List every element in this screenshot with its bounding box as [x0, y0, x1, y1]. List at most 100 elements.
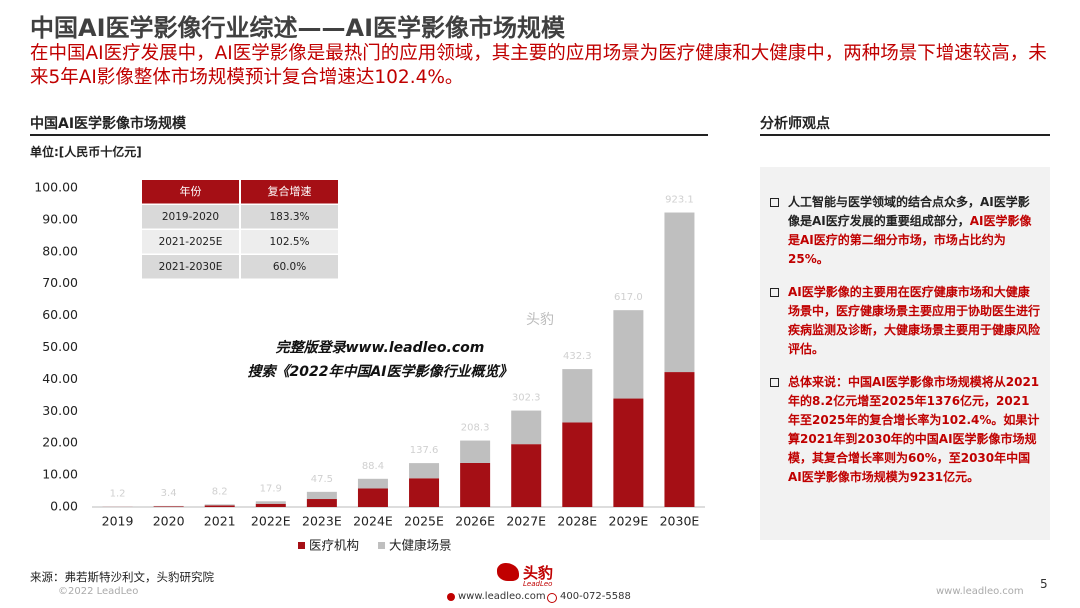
web-icon — [447, 593, 455, 601]
bar — [562, 369, 593, 423]
analysis-title: 分析师观点 — [760, 116, 830, 132]
x-tick-label: 2021 — [204, 514, 236, 529]
bar — [204, 504, 235, 506]
table-cell — [142, 205, 239, 229]
total-label: 923.1 — [665, 195, 694, 206]
y-tick-label: 100.00 — [34, 180, 78, 195]
x-tick-label: 2020 — [153, 514, 185, 529]
phone: 400-072-5588 — [560, 591, 631, 602]
y-tick-label: 70.00 — [42, 275, 78, 290]
bullet-text: AI医学影像的主要用在医疗健康市场和大健康场景中，医疗健康场景主要应用于协助医生… — [788, 285, 1041, 356]
bar — [664, 212, 695, 373]
bar — [255, 501, 286, 504]
bullet: 人工智能与医学领域的结合点众多，AI医学影像是AI医疗发展的重要组成部分，AI医… — [768, 193, 1040, 269]
total-label: 432.3 — [563, 351, 592, 362]
legend-swatch — [378, 542, 386, 549]
total-label: 617.0 — [614, 292, 643, 303]
bullet-text: 人工智能与医学领域的结合点众多，AI医学影像是AI医疗发展的重要组成部分， — [788, 195, 1030, 228]
rule — [760, 134, 1050, 136]
phone-icon — [547, 593, 557, 603]
watermark: 搜索《2022年中国AI医学影像行业概览》 — [247, 363, 512, 380]
bar — [511, 444, 542, 507]
bullet-text: 总体来说：中国AI医学影像市场规模将从2021年的8.2亿元增至2025年137… — [788, 375, 1040, 484]
watermark: 完整版登录www.leadleo.com — [276, 339, 485, 356]
table-text: 2021-2025E — [159, 236, 223, 248]
x-tick-label: 2025E — [404, 514, 444, 529]
table-cell — [241, 255, 338, 279]
y-tick-label: 0.00 — [50, 499, 78, 514]
unit: 单位:[人民币十亿元] — [30, 145, 142, 159]
logo: 头豹 — [523, 564, 554, 582]
legend-label: 大健康场景 — [389, 538, 452, 553]
y-tick-label: 90.00 — [42, 211, 78, 226]
y-tick-label: 20.00 — [42, 435, 78, 450]
total-label: 208.3 — [461, 423, 490, 434]
bar — [460, 440, 491, 463]
y-tick-label: 40.00 — [42, 371, 78, 386]
watermark: 头豹 — [526, 312, 554, 328]
bar — [664, 372, 695, 507]
table-text: 2019-2020 — [162, 211, 219, 223]
table-cell — [241, 205, 338, 229]
bar — [409, 463, 440, 479]
web-right: www.leadleo.com — [936, 586, 1024, 597]
x-tick-label: 2019 — [102, 514, 134, 529]
y-tick-label: 50.00 — [42, 339, 78, 354]
bar — [460, 462, 491, 507]
x-tick-label: 2026E — [455, 514, 495, 529]
table-text: 2021-2030E — [159, 261, 223, 273]
total-label: 1.2 — [110, 489, 126, 500]
table-cell — [241, 230, 338, 254]
table-header-cell — [142, 180, 239, 204]
total-label: 302.3 — [512, 393, 541, 404]
chart: 0.00 10.00 20.00 30.00 40.00 50.00 60.00 70.00 8… — [34, 180, 705, 553]
source: 来源：弗若斯特沙利文，头豹研究院 — [30, 570, 214, 584]
y-tick-label: 30.00 — [42, 403, 78, 418]
total-label: 88.4 — [362, 461, 384, 472]
bar — [409, 478, 440, 507]
legend-swatch — [298, 542, 305, 549]
legend-label: 医疗机构 — [309, 538, 359, 553]
bullet-text: AI医学影像是AI医疗的第二细分市场，市场占比约为25%。 — [788, 214, 1032, 266]
y-tick-label: 80.00 — [42, 243, 78, 258]
x-tick-label: 2030E — [660, 514, 700, 529]
logo-icon — [497, 563, 519, 581]
bar — [613, 310, 644, 399]
x-tick-label: 2024E — [353, 514, 393, 529]
bar — [306, 491, 337, 500]
table-header-cell — [241, 180, 338, 204]
bullet: AI医学影像的主要用在医疗健康市场和大健康场景中，医疗健康场景主要应用于协助医生… — [768, 283, 1040, 359]
bullet: 总体来说：中国AI医学影像市场规模将从2021年的8.2亿元增至2025年137… — [768, 373, 1040, 487]
total-label: 17.9 — [260, 483, 282, 494]
bar — [357, 478, 388, 489]
total-label: 47.5 — [311, 474, 333, 485]
total-label: 8.2 — [212, 486, 228, 497]
analysis-panel: 人工智能与医学领域的结合点众多，AI医学影像是AI医疗发展的重要组成部分，AI医… — [760, 167, 1050, 540]
x-tick-label: 2022E — [251, 514, 291, 529]
title: 中国AI医学影像行业综述——AI医学影像市场规模 — [30, 14, 566, 42]
table-text: 102.5% — [269, 236, 309, 248]
bar — [306, 499, 337, 507]
x-tick-label: 2027E — [506, 514, 546, 529]
logo-sub: LeadLeo — [523, 580, 553, 588]
x-tick-label: 2023E — [302, 514, 342, 529]
page-number: 5 — [1040, 577, 1048, 591]
copyright: ©2022 LeadLeo — [58, 586, 139, 597]
y-tick-label: 60.00 — [42, 307, 78, 322]
table-cell — [142, 230, 239, 254]
bar — [153, 506, 184, 507]
bar — [511, 410, 542, 445]
table-header: 年份 — [180, 184, 202, 198]
rule — [30, 134, 708, 136]
chart-title: 中国AI医学影像市场规模 — [30, 116, 187, 132]
table-text: 183.3% — [269, 211, 309, 223]
total-label: 137.6 — [410, 445, 439, 456]
y-tick-label: 10.00 — [42, 467, 78, 482]
bar — [613, 398, 644, 507]
subtitle: 在中国AI医疗发展中，AI医学影像是最热门的应用领域，其主要的应用场景为医疗健康… — [30, 43, 1047, 88]
bar — [204, 505, 235, 507]
bar — [562, 422, 593, 507]
web: www.leadleo.com — [458, 591, 546, 602]
table-text: 60.0% — [273, 261, 306, 273]
